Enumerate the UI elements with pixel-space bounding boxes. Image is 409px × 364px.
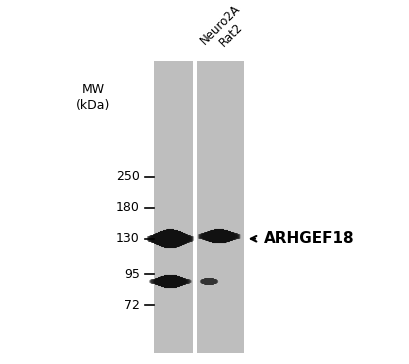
Text: 250: 250 (116, 170, 139, 183)
Text: 180: 180 (116, 201, 139, 214)
Text: 72: 72 (124, 299, 139, 312)
Bar (154, 61, 192, 353)
Bar (196, 61, 243, 353)
Text: ARHGEF18: ARHGEF18 (263, 231, 354, 246)
Text: MW
(kDa): MW (kDa) (76, 83, 110, 112)
Text: 95: 95 (124, 268, 139, 281)
Text: Neuro2A
Rat2: Neuro2A Rat2 (197, 2, 253, 58)
Text: 130: 130 (116, 232, 139, 245)
